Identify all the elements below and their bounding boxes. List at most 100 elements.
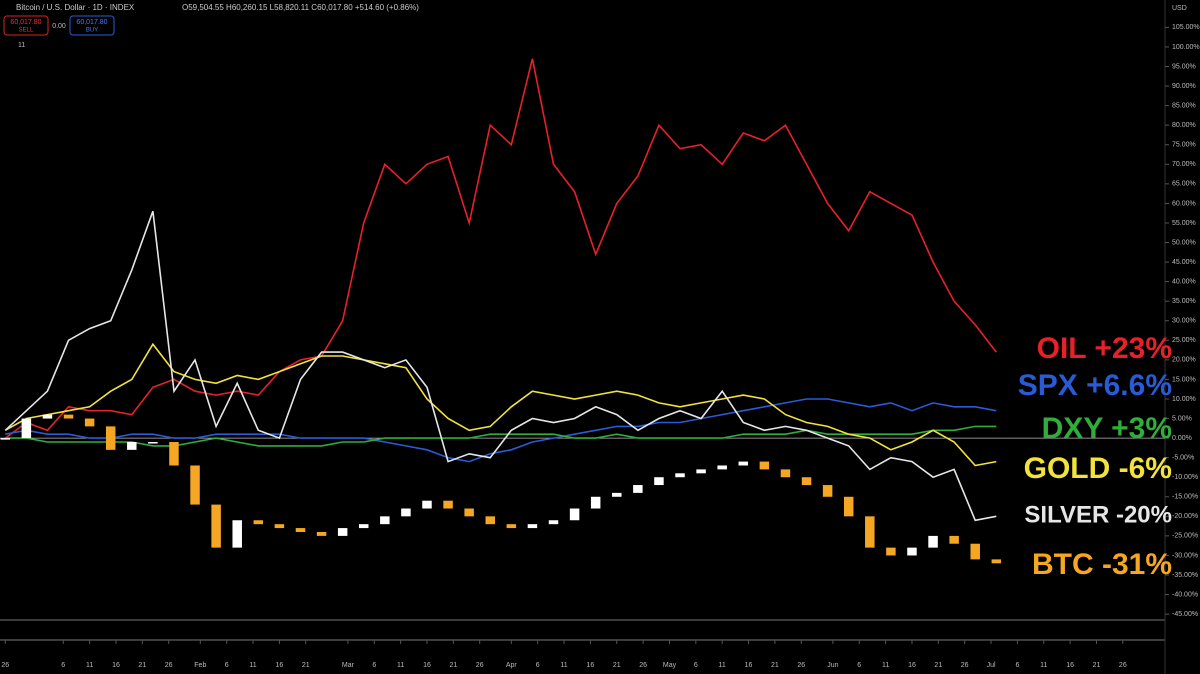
candle [316,531,327,536]
y-tick-label: 45.00% [1172,259,1196,266]
candle [949,535,959,544]
spread: 0.00 [52,23,66,30]
x-tick-label: 16 [275,662,283,669]
x-tick-label: 21 [302,662,310,669]
candle [675,473,685,478]
annotation: SILVER -20% [1024,501,1172,528]
series-line [5,398,997,463]
currency: USD [1172,5,1187,12]
candle [569,508,580,521]
x-tick-label: 21 [1093,662,1101,669]
x-tick-label: Feb [194,662,206,669]
candle [190,465,200,505]
candle [717,465,727,470]
x-tick-label: 21 [613,662,621,669]
x-tick-label: 26 [476,662,484,669]
candle [759,461,770,470]
y-tick-label: 35.00% [1172,298,1196,305]
x-tick-label: 16 [112,662,120,669]
candle [274,524,285,529]
y-tick-label: 75.00% [1172,142,1196,149]
x-tick-label: 26 [797,662,805,669]
candle [105,426,116,450]
x-tick-label: 16 [745,662,753,669]
x-tick-label: 11 [249,662,256,669]
annotation: GOLD -6% [1024,452,1172,485]
candle [84,418,95,427]
candle [548,520,559,525]
candle [696,469,706,474]
candle [527,524,538,529]
x-tick-label: 26 [1119,662,1127,669]
y-tick-label: 5.00% [1172,415,1192,422]
x-tick-label: 6 [61,662,65,669]
candle [970,543,980,560]
series-line [4,58,997,439]
indicators-count: 11 [18,42,25,49]
candle [886,547,896,556]
candle [738,461,749,466]
sell-button[interactable] [3,15,49,36]
candle [654,477,664,486]
candle [506,524,517,529]
candle [169,442,179,466]
y-tick-label: 50.00% [1172,239,1196,246]
x-tick-label: Mar [342,662,355,669]
symbol: Bitcoin / U.S. Dollar · 1D · INDEX [16,3,135,12]
candle [148,442,158,444]
x-tick-label: Apr [506,662,518,669]
x-tick-label: 11 [1040,662,1047,669]
x-tick-label: 16 [1066,662,1074,669]
y-tick-label: 85.00% [1172,102,1196,109]
y-tick-label: 90.00% [1172,83,1196,90]
annotation: DXY +3% [1042,412,1172,445]
x-tick-label: 26 [639,662,647,669]
annotation: BTC -31% [1032,548,1172,581]
x-tick-label: 21 [771,662,779,669]
y-tick-label: -40.00% [1172,591,1198,598]
candle [127,442,137,450]
y-tick-label: 60.00% [1172,200,1196,207]
y-tick-label: 105.00% [1172,24,1200,31]
candle [991,559,1002,564]
x-tick-label: 6 [857,662,861,669]
x-tick-label: 6 [225,662,229,669]
y-tick-label: -35.00% [1172,572,1198,579]
candle [633,485,643,493]
x-tick-label: 26 [961,662,969,669]
candle [865,516,875,548]
x-tick-label: May [663,662,677,669]
y-tick-label: 30.00% [1172,318,1196,325]
x-tick-label: 26 [1,662,9,669]
candle [780,469,791,478]
candle [401,508,411,517]
candle [21,418,32,439]
series-line [4,210,997,522]
candle [295,528,306,532]
x-tick-label: 6 [694,662,698,669]
buy-button[interactable] [69,15,115,36]
y-tick-label: 40.00% [1172,278,1196,285]
candle [422,500,432,509]
y-tick-label: -5.00% [1172,455,1194,462]
candle [63,414,74,419]
candle [843,496,854,517]
y-tick-label: 25.00% [1172,337,1196,344]
x-tick-label: 26 [165,662,173,669]
y-tick-label: 65.00% [1172,181,1196,188]
x-tick-label: 6 [536,662,540,669]
candle [485,516,495,525]
ohlc: O59,504.55 H60,260.15 L58,820.11 C60,017… [182,3,419,12]
candle [464,508,474,517]
y-tick-label: 0.00% [1172,435,1192,442]
y-tick-label: -30.00% [1172,552,1198,559]
x-tick-label: Jun [827,662,838,669]
x-tick-label: 21 [934,662,942,669]
y-tick-label: -45.00% [1172,611,1198,618]
sell-price: 60,017.80 [10,19,41,26]
annotation: OIL +23% [1037,332,1172,365]
candle [907,547,917,556]
y-tick-label: 55.00% [1172,220,1196,227]
